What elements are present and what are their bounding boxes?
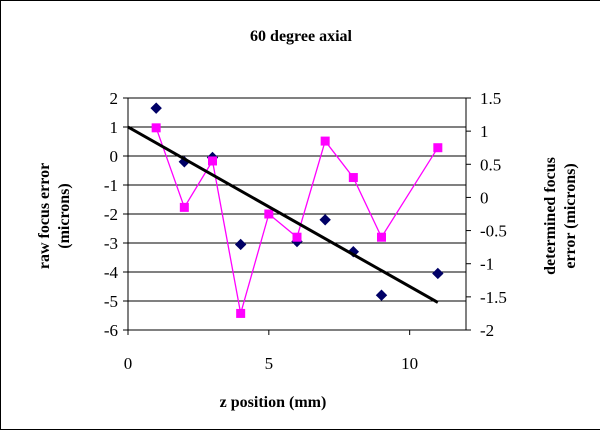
left-tick-label: -4 xyxy=(104,263,119,282)
right-tick-label: 0.5 xyxy=(480,155,501,174)
left-axis-label-line-2: (microns) xyxy=(56,183,73,248)
series-line xyxy=(155,127,439,314)
right-tick-label: -0.5 xyxy=(480,222,507,241)
left-tick-label: 1 xyxy=(110,118,119,137)
tick-labels: 210-1-2-3-4-5-61.510.50-0.5-1-1.5-20 5 10 xyxy=(104,89,507,373)
determined-focus-error-point xyxy=(264,209,274,219)
determined-focus-error-point xyxy=(208,156,217,166)
right-axis-label-line-2: error (microns) xyxy=(562,163,579,268)
x-axis-label: z position (mm) xyxy=(220,394,327,411)
right-tick-label: 1.5 xyxy=(480,89,501,108)
x-tick-label: 0 xyxy=(124,354,133,373)
left-axis-label: raw focus error (microns) xyxy=(36,163,73,269)
right-tick-label: -2 xyxy=(480,321,494,340)
right-tick-label: -1 xyxy=(480,255,494,274)
determined-focus-error-point xyxy=(433,143,443,153)
determined-focus-error-point xyxy=(151,123,161,133)
determined-focus-error-point xyxy=(292,232,302,242)
determined-focus-error-point xyxy=(348,173,358,183)
right-axis-label-line-1: determined focus xyxy=(542,157,559,275)
x-tick-label: 5 xyxy=(265,354,274,373)
right-tick-label: 0 xyxy=(480,188,489,207)
grid-lines xyxy=(128,97,466,331)
determined-focus-error-point xyxy=(377,232,386,242)
x-tick-label: 10 xyxy=(401,354,418,373)
left-tick-label: -1 xyxy=(104,176,118,195)
determined-focus-error-point xyxy=(179,202,189,212)
left-tick-label: -3 xyxy=(104,234,118,253)
left-tick-label: -2 xyxy=(104,205,118,224)
raw-focus-error-point xyxy=(432,267,444,280)
chart-title: 60 degree axial xyxy=(250,28,352,45)
axes xyxy=(123,97,471,335)
left-tick-label: -5 xyxy=(104,292,118,311)
left-tick-label: 2 xyxy=(110,89,119,108)
left-tick-label: 0 xyxy=(110,147,119,166)
trend-line xyxy=(127,125,439,304)
right-axis-label: determined focus error (microns) xyxy=(542,157,579,275)
raw-focus-error-point xyxy=(375,289,388,301)
series-layer xyxy=(127,102,444,318)
determined-focus-error-point xyxy=(236,308,246,318)
raw-focus-error-point xyxy=(234,238,247,251)
left-axis-label-line-1: raw focus error xyxy=(36,163,53,269)
determined-focus-error-point xyxy=(320,136,330,146)
right-tick-label: 1 xyxy=(480,122,489,141)
left-tick-label: -6 xyxy=(104,321,118,340)
raw-focus-error-point xyxy=(150,102,162,114)
raw-focus-error-point xyxy=(319,214,331,226)
right-tick-label: -1.5 xyxy=(480,288,507,307)
